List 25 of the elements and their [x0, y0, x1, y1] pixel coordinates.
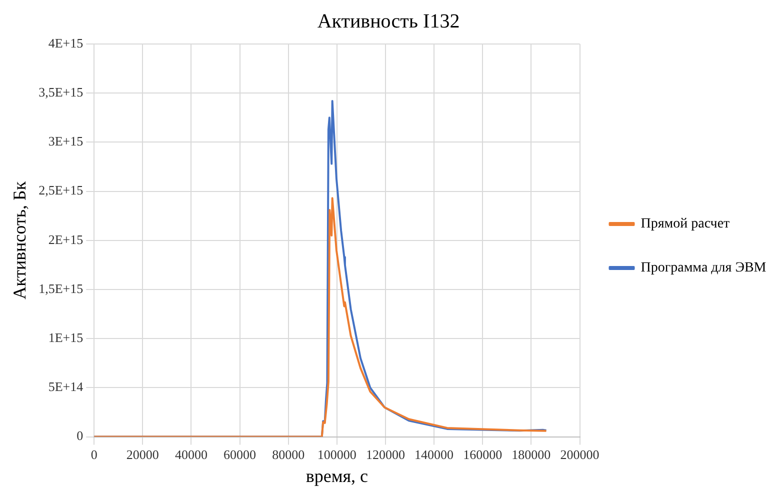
- x-tick-label: 40000: [175, 447, 208, 462]
- legend-label: Прямой расчет: [640, 216, 730, 232]
- legend-label: Программа для ЭВМ: [640, 260, 767, 276]
- y-tick-label: 1,5E+15: [38, 280, 84, 296]
- x-tick-label: 200000: [560, 447, 600, 462]
- y-tick-label: 2E+15: [48, 232, 84, 247]
- x-tick-label: 100000: [317, 447, 356, 462]
- x-tick-label: 20000: [126, 447, 159, 462]
- y-tick-label: 3E+15: [48, 134, 84, 149]
- y-tick-label: 3,5E+15: [38, 84, 84, 100]
- chart-title: Активность I132: [317, 10, 460, 32]
- y-axis-title: Активнсоть, Бк: [10, 181, 30, 300]
- x-tick-label: 160000: [463, 447, 502, 462]
- y-tick-label: 2,5E+15: [38, 182, 84, 198]
- y-tick-label: 4E+15: [48, 35, 84, 50]
- x-tick-label: 140000: [414, 447, 454, 462]
- x-tick-label: 120000: [366, 447, 405, 462]
- x-tick-label: 0: [90, 447, 98, 462]
- y-tick-label: 1E+15: [48, 330, 84, 346]
- x-tick-label: 60000: [224, 447, 256, 462]
- x-axis-title: время, с: [306, 466, 368, 486]
- y-tick-label: 0: [76, 428, 84, 444]
- x-tick-label: 80000: [272, 447, 305, 462]
- y-tick-label: 5E+14: [48, 379, 84, 394]
- x-tick-label: 180000: [512, 447, 551, 462]
